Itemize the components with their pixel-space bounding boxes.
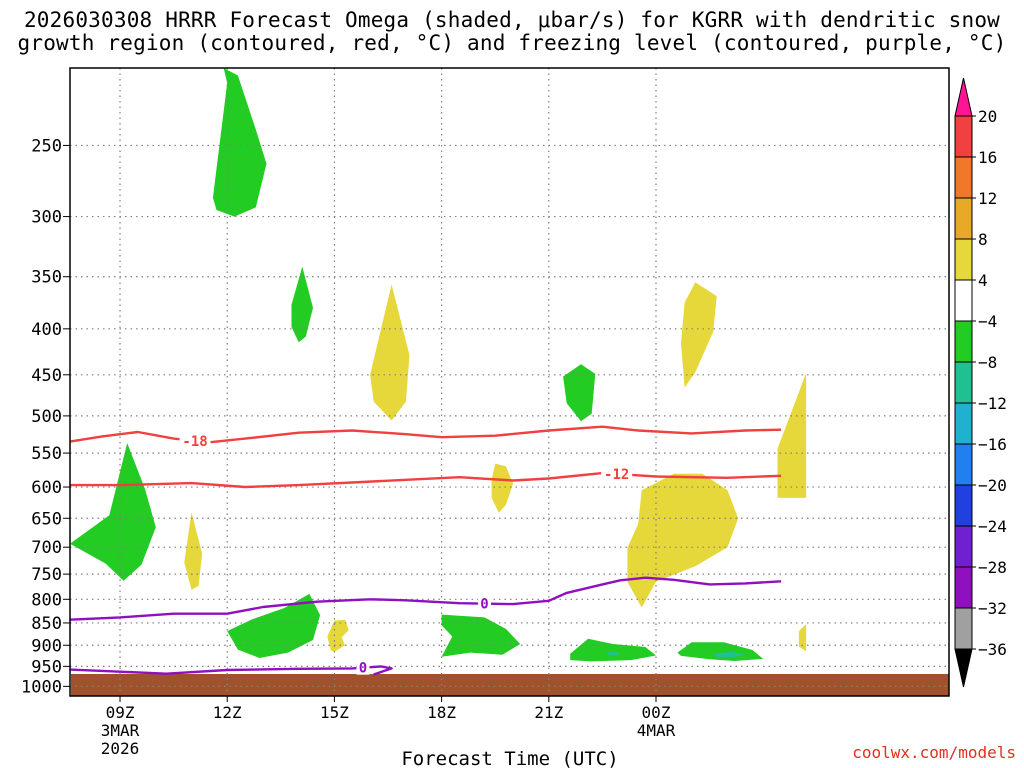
colorbar-segment [954, 320, 973, 363]
contour-line [70, 471, 782, 489]
omega-region-downward_motion [627, 473, 739, 608]
contour-label: -12 [604, 467, 629, 483]
colorbar-label: 12 [978, 189, 997, 208]
site-credit[interactable]: coolwx.com/models [852, 743, 1016, 762]
y-tick-label: 800 [31, 590, 62, 610]
ground-surface [71, 674, 949, 696]
colorbar-segment [954, 484, 973, 527]
contour-label: 0 [359, 661, 367, 677]
colorbar-label: −32 [978, 599, 1007, 618]
colorbar-segment [954, 607, 973, 650]
omega-region-downward_motion [184, 512, 203, 590]
y-tick-label: 250 [31, 136, 62, 156]
y-tick-label: 750 [31, 565, 62, 585]
x-tick-label: 09Z [106, 703, 135, 722]
colorbar-label: −8 [978, 353, 997, 372]
omega-region-downward_motion [327, 619, 349, 652]
colorbar-segment [954, 238, 973, 281]
colorbar-label: −4 [978, 312, 997, 331]
y-tick-label: 500 [31, 407, 62, 427]
colorbar-segment [954, 77, 973, 117]
y-tick-label: 600 [31, 478, 62, 498]
contour-line [69, 665, 393, 676]
x-tick-date: 4MAR [637, 721, 676, 740]
colorbar-segment [954, 648, 973, 688]
colorbar-segment [954, 197, 973, 240]
colorbar-segment [954, 402, 973, 445]
contour-label-bg [601, 466, 633, 482]
omega-region-strong_upward [713, 651, 746, 658]
contour-label: 0 [480, 597, 488, 613]
omega-region-upward_motion [677, 642, 764, 661]
contour-label-bg [179, 432, 211, 448]
y-tick-label: 350 [31, 268, 62, 288]
colorbar-label: 20 [978, 107, 997, 126]
x-tick-label: 18Z [427, 703, 456, 722]
plot-frame [69, 67, 950, 697]
omega-region-upward_motion [70, 443, 156, 581]
colorbar-label: −12 [978, 394, 1007, 413]
x-axis-label: Forecast Time (UTC) [401, 748, 618, 768]
x-tick-year: 2026 [101, 739, 140, 758]
colorbar-segment [954, 279, 973, 322]
x-tick-label: 21Z [534, 703, 563, 722]
colorbar-label: 8 [978, 230, 988, 249]
chart-title-line2: growth region (contoured, red, °C) and f… [17, 31, 1007, 55]
contour-line [69, 425, 782, 444]
y-tick-label: 650 [31, 509, 62, 529]
colorbar-segment [954, 566, 973, 609]
omega-region-downward_motion [798, 624, 807, 652]
colorbar-label: 4 [978, 271, 988, 290]
colorbar-segment [954, 525, 973, 568]
omega-region-strong_upward [606, 651, 621, 656]
x-tick-date: 3MAR [101, 721, 140, 740]
omega-region-upward_motion [563, 364, 596, 422]
chart-title-line1: 2026030308 HRRR Forecast Omega (shaded, … [23, 8, 1001, 32]
contour-line [69, 576, 782, 621]
omega-region-upward_motion [212, 68, 267, 217]
contour-label-bg [356, 659, 370, 675]
omega-region-downward_motion [491, 463, 514, 513]
y-tick-label: 300 [31, 208, 62, 228]
x-tick-label: 15Z [320, 703, 349, 722]
omega-region-downward_motion [370, 284, 410, 421]
colorbar-segment [954, 443, 973, 486]
contour-label: -18 [182, 434, 207, 450]
x-tick-label: 12Z [213, 703, 242, 722]
colorbar-segment [954, 361, 973, 404]
y-tick-label: 950 [31, 657, 62, 677]
omega-region-downward_motion [777, 373, 807, 498]
x-tick-label: 00Z [642, 703, 671, 722]
colorbar-label: −36 [978, 640, 1007, 659]
colorbar-segment [954, 115, 973, 158]
colorbar-label: −24 [978, 517, 1007, 536]
y-tick-label: 850 [31, 614, 62, 634]
colorbar-segment [954, 156, 973, 199]
colorbar-label: −28 [978, 558, 1007, 577]
y-tick-label: 900 [31, 636, 62, 656]
y-tick-label: 1000 [21, 677, 62, 697]
contour-label-bg [477, 595, 491, 611]
omega-region-upward_motion [291, 266, 313, 343]
y-tick-label: 550 [31, 444, 62, 464]
colorbar-label: −16 [978, 435, 1007, 454]
omega-region-upward_motion [570, 638, 656, 662]
y-tick-label: 400 [31, 320, 62, 340]
omega-region-upward_motion [441, 614, 521, 657]
omega-region-upward_motion [227, 593, 321, 658]
colorbar-label: −20 [978, 476, 1007, 495]
y-tick-label: 700 [31, 538, 62, 558]
omega-region-downward_motion [681, 282, 717, 388]
y-tick-label: 450 [31, 366, 62, 386]
colorbar-label: 16 [978, 148, 997, 167]
